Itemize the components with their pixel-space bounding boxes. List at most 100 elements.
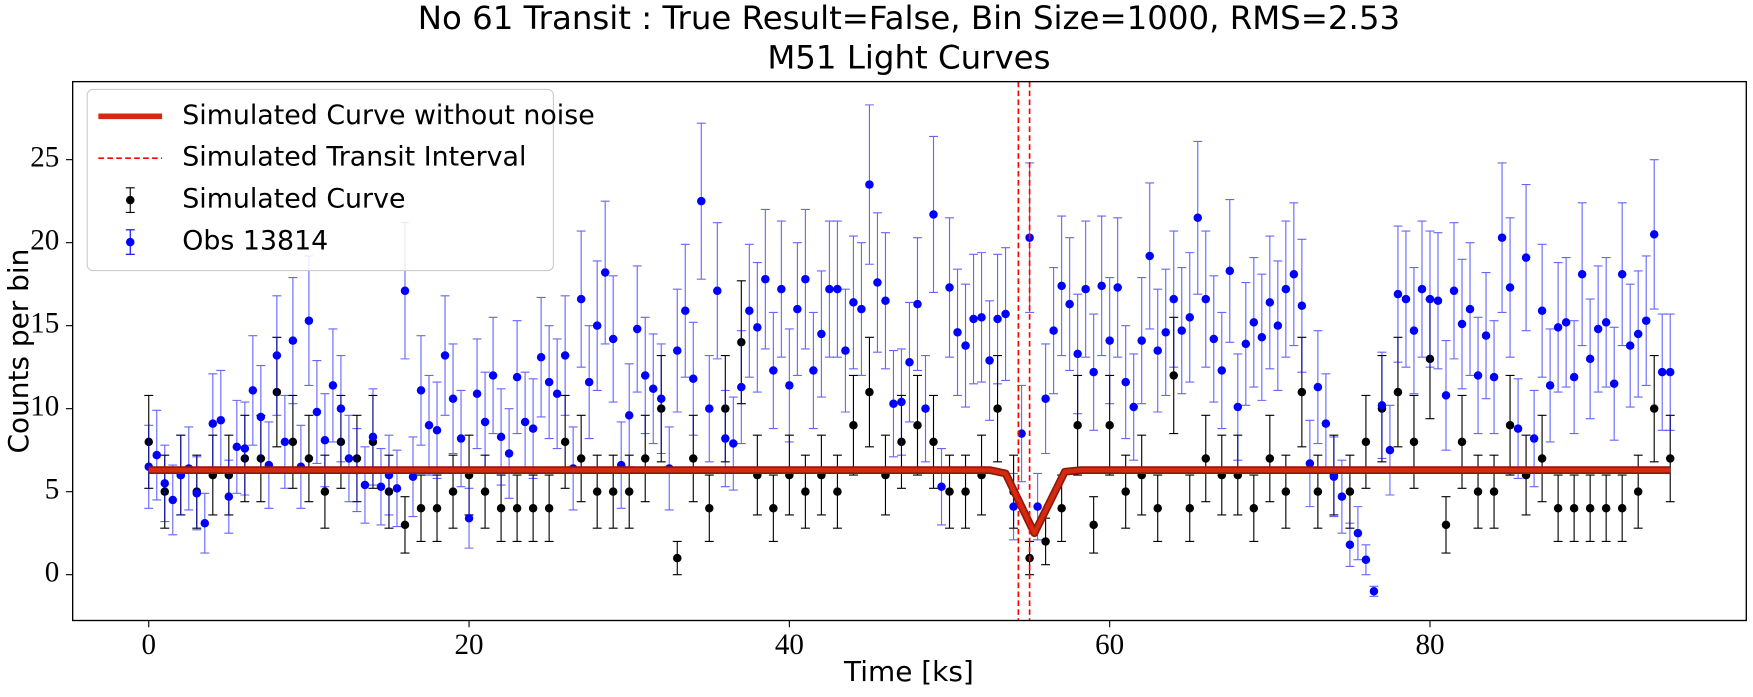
data-point [857, 304, 866, 314]
data-point [913, 421, 922, 430]
data-point [1521, 253, 1531, 262]
data-point [825, 284, 834, 294]
data-point [208, 419, 218, 428]
data-point [456, 434, 466, 443]
data-point [520, 417, 530, 427]
data-point [1505, 283, 1515, 292]
data-point [1233, 402, 1243, 412]
data-point [953, 328, 962, 337]
chart-title: No 61 Transit : True Result=False, Bin S… [418, 0, 1400, 37]
data-point [977, 313, 986, 322]
data-point [344, 454, 354, 463]
data-point [608, 334, 618, 344]
data-point [1369, 587, 1379, 596]
data-point [1585, 504, 1595, 513]
data-point [1185, 313, 1195, 322]
data-point [512, 372, 522, 382]
x-tick-label: 40 [775, 629, 804, 661]
data-point [560, 437, 570, 447]
data-point [1073, 421, 1082, 430]
data-point [192, 489, 202, 498]
data-point [833, 284, 842, 294]
data-point [216, 416, 226, 425]
data-point [1129, 402, 1138, 412]
data-point [889, 399, 898, 408]
data-point [480, 487, 490, 496]
data-point [1409, 437, 1419, 447]
data-point [472, 389, 482, 398]
data-point [1529, 434, 1539, 443]
data-point [673, 346, 682, 355]
data-point [640, 371, 650, 380]
data-point [1393, 387, 1403, 397]
data-point [1633, 329, 1643, 339]
data-point [1313, 382, 1323, 392]
data-point [320, 487, 330, 496]
data-point [1569, 504, 1579, 513]
data-point [1209, 334, 1219, 344]
data-point [1577, 269, 1587, 279]
data-point [1017, 429, 1026, 438]
data-point [1273, 321, 1283, 330]
data-point [400, 286, 410, 296]
data-point [1481, 331, 1491, 340]
y-tick-label: 15 [30, 307, 59, 339]
data-point [1201, 294, 1211, 304]
data-point [689, 374, 698, 384]
data-point [608, 487, 618, 496]
data-point [256, 412, 266, 422]
data-point [1417, 284, 1427, 294]
legend-label: Simulated Curve [182, 184, 405, 215]
data-point [1473, 371, 1483, 380]
data-point [1305, 459, 1315, 468]
data-point [1665, 367, 1675, 377]
data-point [1497, 233, 1507, 242]
data-point [1641, 316, 1651, 325]
y-tick-label: 25 [30, 141, 59, 173]
data-point [400, 520, 410, 530]
data-point [1449, 286, 1459, 296]
data-point [336, 404, 346, 413]
legend: Simulated Curve without noise Simulated T… [86, 88, 595, 272]
data-point [753, 323, 762, 332]
data-point [448, 394, 458, 403]
y-tick-label: 20 [30, 224, 59, 256]
data-point [560, 351, 570, 360]
data-point [785, 381, 794, 390]
data-point [705, 404, 714, 413]
data-point [328, 381, 338, 390]
data-point [1537, 454, 1547, 463]
data-point [368, 432, 378, 442]
data-point [1097, 281, 1106, 291]
data-point [801, 274, 810, 284]
data-point [288, 336, 298, 345]
data-point [1169, 371, 1178, 380]
data-point [1153, 504, 1162, 513]
data-point [1169, 294, 1178, 304]
data-point [1465, 304, 1475, 314]
data-point [288, 437, 298, 447]
data-point [464, 513, 474, 523]
data-point [448, 487, 458, 496]
data-point [1297, 387, 1307, 397]
data-point [801, 487, 810, 496]
data-point [1121, 487, 1130, 496]
data-point [312, 407, 322, 417]
x-axis-label: Time [ks] [843, 655, 974, 688]
data-point [1649, 230, 1659, 239]
data-point [1617, 504, 1627, 513]
data-point [1345, 487, 1355, 496]
data-point [1457, 437, 1467, 447]
data-point [1345, 540, 1355, 550]
data-point [1633, 487, 1643, 496]
data-point [1665, 454, 1675, 463]
data-point [1561, 318, 1571, 327]
data-point [1001, 309, 1010, 319]
data-point [1361, 555, 1371, 564]
data-point [1081, 284, 1090, 294]
data-point [416, 386, 426, 395]
data-point [881, 296, 890, 306]
data-point [1337, 492, 1347, 501]
data-point [809, 366, 818, 375]
